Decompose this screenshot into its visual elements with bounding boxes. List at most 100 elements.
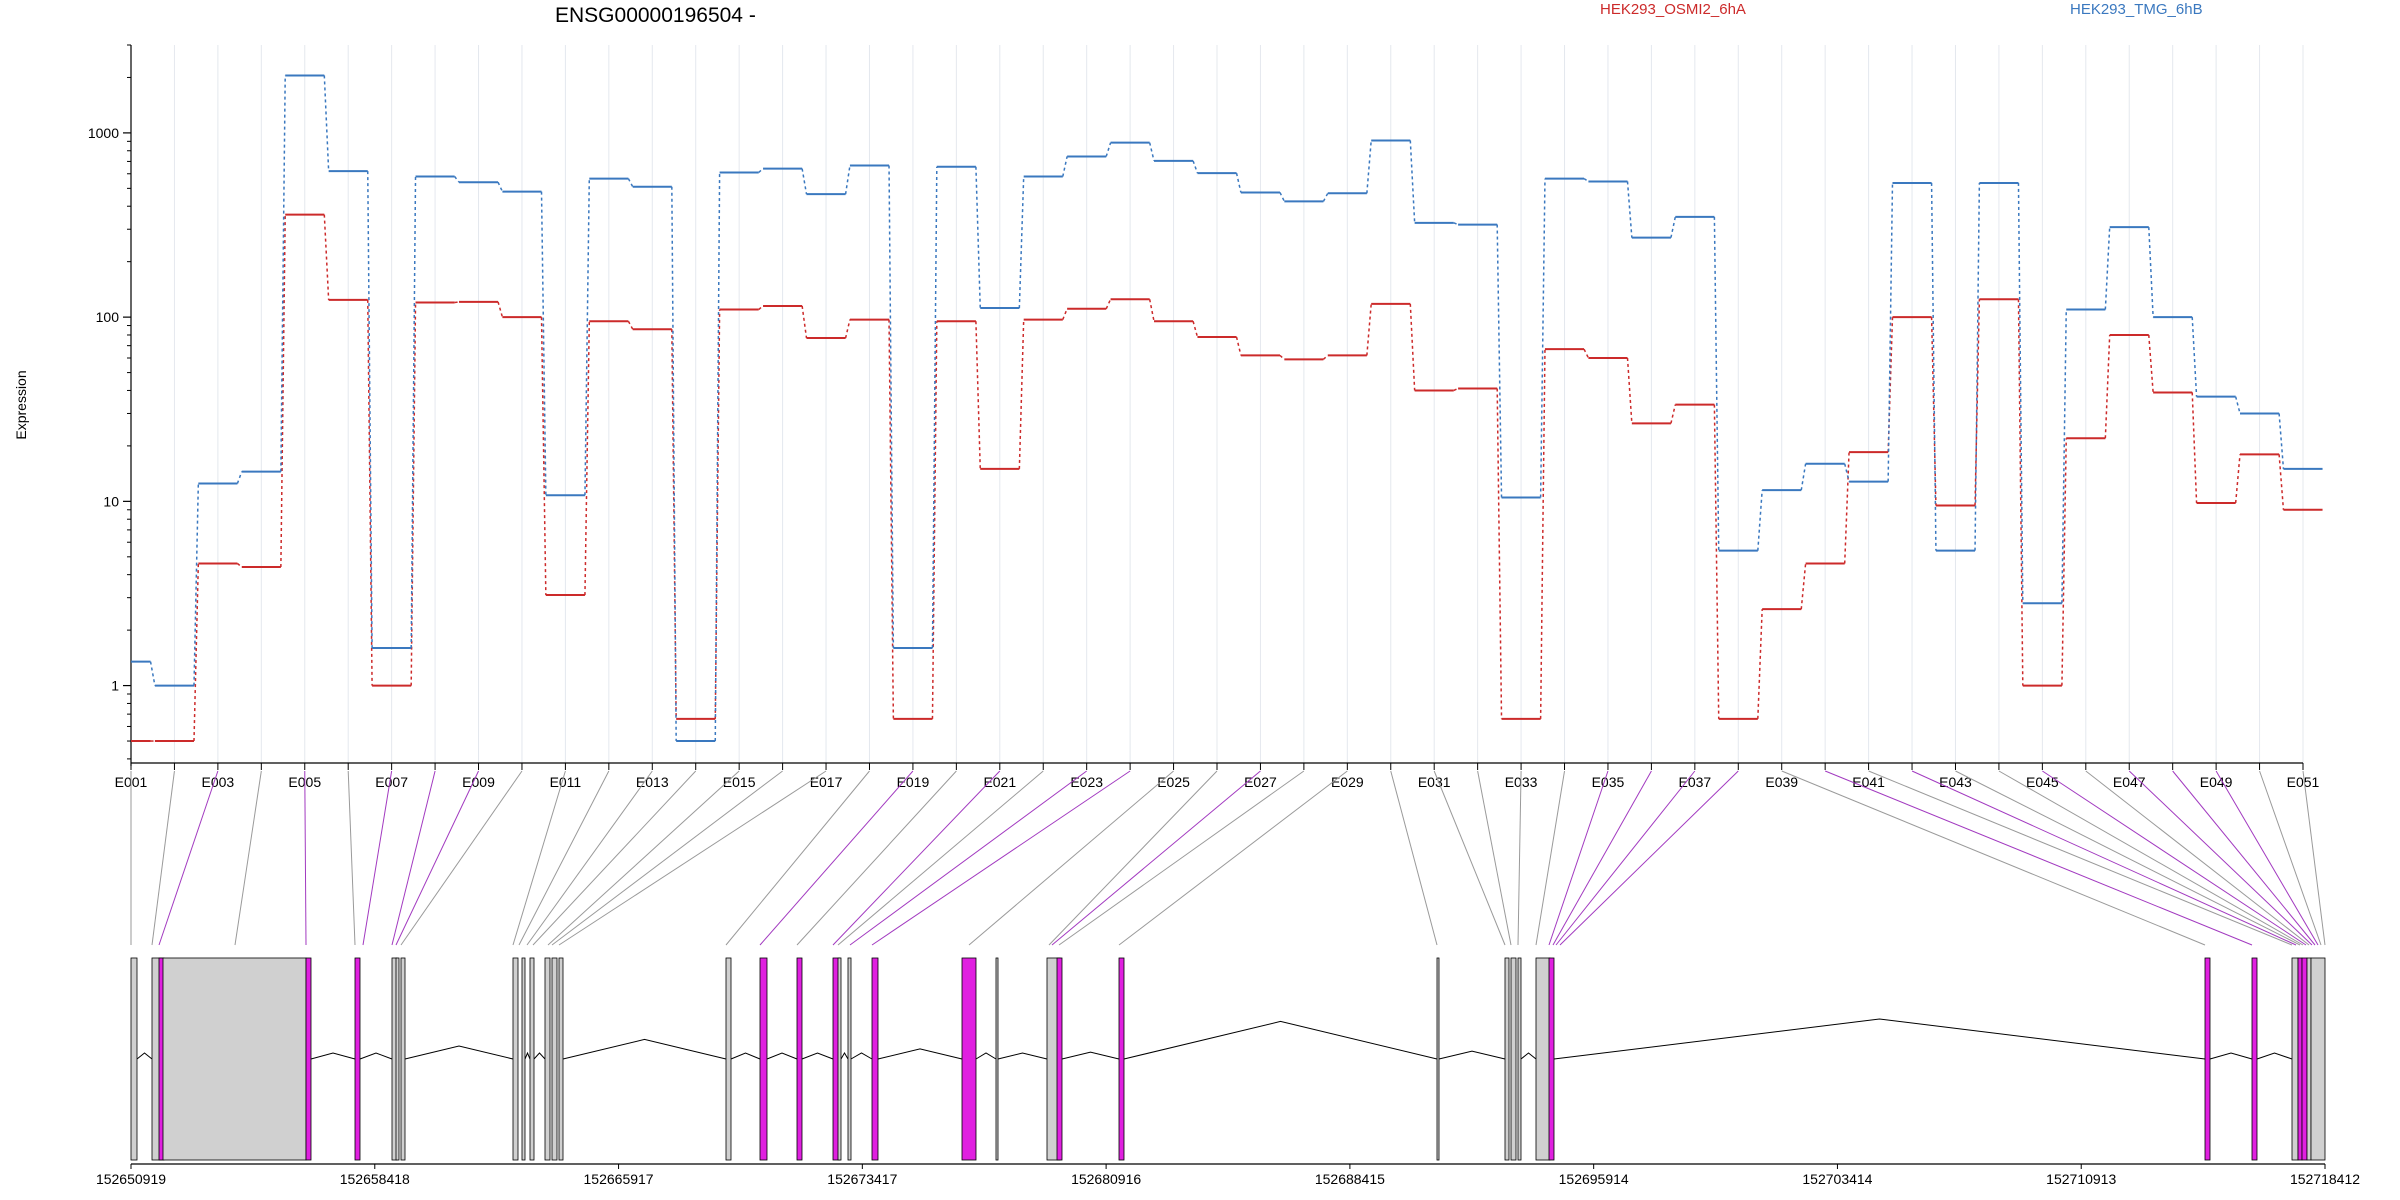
exon-connector bbox=[1051, 770, 1261, 946]
series-connector bbox=[1583, 348, 1590, 359]
intron-line bbox=[766, 1052, 798, 1060]
exon-connector bbox=[391, 770, 436, 946]
exon-connector bbox=[796, 770, 957, 946]
series-connector bbox=[844, 165, 851, 195]
exon-box bbox=[2301, 957, 2308, 1161]
x-tick-label: E037 bbox=[1678, 774, 1711, 790]
exon-connector bbox=[362, 770, 393, 946]
series-connector bbox=[1539, 178, 1546, 498]
exon-box bbox=[551, 957, 558, 1161]
series-connector bbox=[627, 320, 634, 330]
intron-line bbox=[1438, 1050, 1506, 1060]
intron-line bbox=[840, 1052, 849, 1060]
exon-connector bbox=[518, 770, 610, 946]
exon-box bbox=[2310, 957, 2326, 1161]
series-connector bbox=[323, 75, 330, 172]
exon-connector bbox=[1824, 770, 2253, 946]
series-connector bbox=[1192, 160, 1199, 174]
exon-connector bbox=[1118, 770, 1348, 946]
exon-box bbox=[2291, 957, 2299, 1161]
series-connector bbox=[1757, 490, 1763, 551]
exon-connector bbox=[532, 770, 697, 946]
exon-box bbox=[1436, 957, 1440, 1161]
exon-box bbox=[796, 957, 803, 1161]
x-tick-label: E035 bbox=[1592, 774, 1625, 790]
series-connector bbox=[1626, 181, 1633, 238]
x-tick-label: E013 bbox=[636, 774, 669, 790]
exon-connector bbox=[1559, 770, 1739, 946]
exon-connector bbox=[526, 770, 653, 946]
x-tick-label: E043 bbox=[1939, 774, 1972, 790]
coord-label: 152695914 bbox=[1559, 1171, 1629, 1187]
series-1 bbox=[131, 74, 2323, 743]
intron-line bbox=[2209, 1052, 2253, 1060]
exon-connector bbox=[849, 770, 1087, 946]
exon-box bbox=[354, 957, 361, 1161]
exon-box bbox=[2204, 957, 2211, 1161]
x-tick-label: E025 bbox=[1157, 774, 1190, 790]
intron-line bbox=[359, 1052, 393, 1060]
series-connector bbox=[1366, 303, 1372, 356]
x-tick-label: E047 bbox=[2113, 774, 2146, 790]
exon-connector bbox=[1998, 770, 2304, 946]
series-connector bbox=[1930, 182, 1937, 551]
legend-entry-osmi2: HEK293_OSMI2_6hA bbox=[1600, 1, 1746, 18]
series-connector bbox=[1887, 317, 1894, 453]
y-tick-label: 10 bbox=[103, 493, 119, 509]
series-connector bbox=[497, 181, 504, 192]
series-connector bbox=[1279, 192, 1286, 202]
series-connector bbox=[366, 299, 373, 686]
series-connector bbox=[280, 75, 286, 472]
series-connector bbox=[1843, 452, 1850, 564]
series-connector bbox=[758, 168, 764, 174]
series-connector bbox=[323, 214, 330, 300]
x-tick-label: E019 bbox=[897, 774, 930, 790]
series-connector bbox=[584, 321, 591, 596]
series-connector bbox=[193, 483, 200, 686]
series-connector bbox=[2061, 438, 2068, 686]
y-axis-label: Expression bbox=[13, 370, 29, 439]
series-connector bbox=[1235, 336, 1242, 356]
exon-connector bbox=[2042, 770, 2307, 946]
series-connector bbox=[758, 305, 764, 311]
series-connector bbox=[1974, 182, 1981, 551]
intron-line bbox=[562, 1038, 727, 1060]
series-connector bbox=[280, 214, 286, 568]
series-connector bbox=[627, 178, 634, 188]
series-connector bbox=[1018, 176, 1025, 309]
series-connector bbox=[1409, 303, 1416, 391]
x-tick-label: E011 bbox=[550, 774, 582, 790]
coord-label: 152710913 bbox=[2046, 1171, 2116, 1187]
exon-connector bbox=[2215, 770, 2319, 946]
exon-connector bbox=[1868, 770, 2293, 946]
exon-connector bbox=[547, 770, 740, 946]
exon-box bbox=[1504, 957, 1510, 1161]
exon-connector bbox=[1048, 770, 1218, 946]
exon-box bbox=[395, 957, 400, 1161]
exon-connector bbox=[1548, 770, 1609, 946]
series-connector bbox=[540, 317, 547, 596]
intron-line bbox=[533, 1052, 546, 1060]
series-connector bbox=[454, 176, 460, 183]
exon-connector bbox=[1781, 770, 2206, 946]
exon-box bbox=[1510, 957, 1517, 1161]
x-tick-label: E041 bbox=[1852, 774, 1885, 790]
exon-box bbox=[512, 957, 519, 1161]
x-tick-label: E023 bbox=[1070, 774, 1103, 790]
y-tick-label: 1 bbox=[111, 678, 119, 694]
series-connector bbox=[1366, 140, 1372, 194]
x-tick-label: E029 bbox=[1331, 774, 1364, 790]
series-connector bbox=[236, 562, 243, 568]
series-connector bbox=[714, 309, 721, 719]
series-connector bbox=[1887, 182, 1894, 482]
exon-connectors bbox=[130, 770, 2326, 946]
intron-line bbox=[1061, 1051, 1120, 1060]
series-connector bbox=[2234, 396, 2241, 414]
exon-connector bbox=[871, 770, 1131, 946]
exon-connector bbox=[304, 770, 307, 946]
y-tick-label: 1000 bbox=[88, 125, 119, 141]
exon-box bbox=[529, 957, 535, 1161]
exon-connector bbox=[347, 770, 356, 946]
exon-connector bbox=[400, 770, 523, 946]
exon-box bbox=[2306, 957, 2312, 1161]
